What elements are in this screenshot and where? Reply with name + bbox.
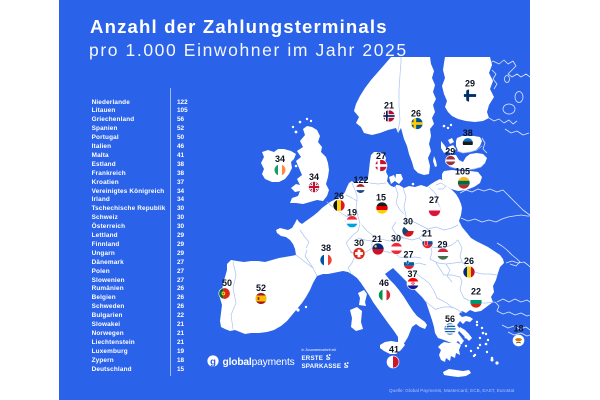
svg-text:38: 38 — [321, 243, 331, 253]
svg-text:34: 34 — [275, 154, 285, 164]
svg-text:38: 38 — [463, 128, 473, 138]
svg-text:22: 22 — [471, 287, 481, 297]
svg-text:105: 105 — [455, 167, 470, 177]
svg-text:26: 26 — [334, 191, 344, 201]
svg-text:122: 122 — [353, 175, 368, 185]
svg-text:29: 29 — [437, 240, 447, 250]
svg-text:27: 27 — [429, 195, 439, 205]
svg-text:26: 26 — [464, 256, 474, 266]
svg-text:21: 21 — [372, 234, 382, 244]
svg-text:15: 15 — [376, 193, 386, 203]
svg-text:21: 21 — [422, 229, 432, 239]
svg-text:26: 26 — [411, 109, 421, 119]
svg-text:41: 41 — [389, 345, 399, 355]
svg-text:34: 34 — [309, 172, 319, 182]
svg-text:50: 50 — [222, 278, 232, 288]
svg-text:29: 29 — [445, 146, 455, 156]
svg-text:18: 18 — [513, 324, 523, 334]
svg-text:27: 27 — [403, 250, 413, 260]
svg-text:46: 46 — [379, 278, 389, 288]
svg-text:30: 30 — [391, 234, 401, 244]
svg-text:g: g — [210, 356, 216, 367]
svg-text:37: 37 — [407, 269, 417, 279]
svg-text:27: 27 — [376, 151, 386, 161]
svg-text:29: 29 — [465, 79, 475, 89]
svg-text:56: 56 — [445, 314, 455, 324]
svg-text:21: 21 — [384, 101, 394, 111]
svg-text:19: 19 — [347, 208, 357, 218]
svg-text:52: 52 — [256, 283, 266, 293]
svg-text:30: 30 — [354, 238, 364, 248]
svg-text:30: 30 — [403, 217, 413, 227]
